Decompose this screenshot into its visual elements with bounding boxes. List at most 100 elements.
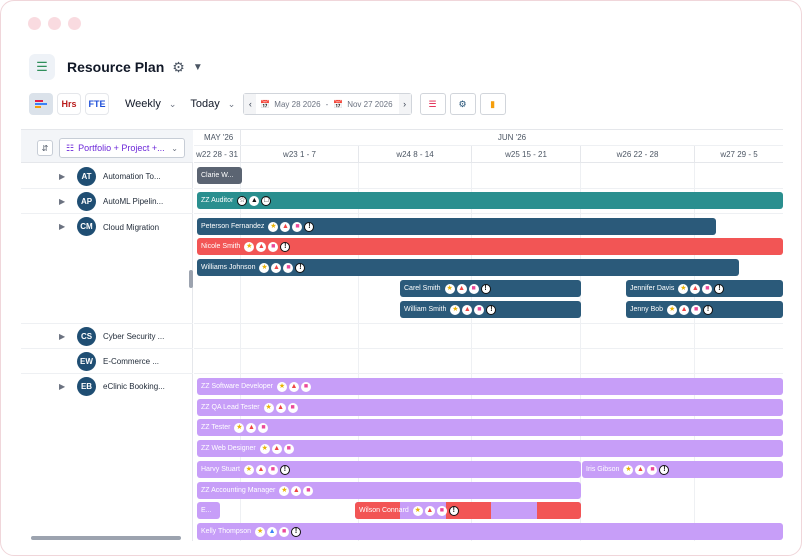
allocation-bar[interactable]: Harvy Stuart ★ ▲ ■ ! [197,461,581,478]
allocation-bar[interactable]: ZZ Auditor ☆ ▲ □ [197,192,783,209]
info-icon[interactable]: ! [486,304,497,315]
allocation-bar[interactable]: ZZ Software Developer ★ ▲ ■ [197,378,783,395]
square-icon: □ [261,195,272,206]
date-from[interactable]: May 28 2026 [274,99,321,109]
allocation-bar[interactable]: Iris Gibson ★ ▲ ■ ! [582,461,783,478]
info-icon[interactable]: ! [295,262,306,273]
info-icon[interactable]: ! [659,464,670,475]
expand-icon[interactable]: ▶ [59,171,66,181]
bar-label: Harvy Stuart [201,466,240,473]
allocation-bar[interactable]: ZZ Web Designer ★ ▲ ■ [197,440,783,457]
scale-select[interactable]: Weekly ⌄ [121,93,180,115]
project-row[interactable]: ▶ EB eClinic Booking... [21,374,193,399]
allocation-bar[interactable]: Nicole Smith ★ ▲ ■ ! [197,238,783,255]
triangle-icon: ▲ [456,283,467,294]
expand-icon[interactable]: ▶ [59,331,66,341]
gear-icon[interactable]: ⚙ [172,58,185,75]
today-label: Today [190,98,220,110]
star-icon: ★ [243,464,254,475]
resource-settings-icon[interactable]: ⚙ [449,93,476,115]
allocation-bar[interactable]: ZZ Tester ★ ▲ ■ [197,419,783,436]
avatar: CS [77,326,96,346]
info-icon[interactable]: ! [291,526,302,537]
info-icon[interactable]: ! [448,505,459,516]
allocation-bar[interactable]: Jenny Bob ★ ▲ ■ ! [626,301,783,318]
settings-bars-icon[interactable]: ☰ [419,93,446,115]
next-range-button[interactable]: › [398,94,411,114]
expand-icon[interactable]: ▶ [59,196,66,206]
allocation-bar[interactable]: E... [197,502,220,519]
info-icon[interactable]: ! [703,304,714,315]
report-icon[interactable]: ▮ [479,93,506,115]
window-dot-maximize[interactable] [68,17,81,30]
project-row[interactable]: ▶ CS Cyber Security ... [21,324,193,349]
expand-icon[interactable]: ▶ [59,222,66,231]
today-select[interactable]: Today ⌄ [186,93,239,115]
star-icon: ★ [259,262,270,273]
info-icon[interactable]: ! [279,464,290,475]
window-dot-minimize[interactable] [48,17,61,30]
grid-line [694,163,695,541]
triangle-icon: ▲ [288,381,299,392]
square-icon: ■ [267,464,278,475]
square-icon: ■ [283,443,294,454]
timeline: MAY '26 JUN '26 w22 28 - 31 w23 1 - 7 w2… [194,130,783,541]
project-row[interactable]: ▶ AP AutoML Pipelin... [21,189,193,214]
grid-line [471,163,472,541]
star-icon: ★ [450,304,461,315]
allocation-bar[interactable]: William Smith ★ ▲ ■ ! [400,301,581,318]
project-row[interactable]: EW E-Commerce ... [21,349,193,374]
calendar-icon: 📅 [260,99,271,109]
allocation-bar[interactable]: Williams Johnson ★ ▲ ■ ! [197,259,739,276]
chevron-down-icon[interactable]: ▼ [192,61,203,73]
project-name: AutoML Pipelin... [103,196,164,206]
info-icon[interactable]: ! [280,241,291,252]
allocation-bar[interactable]: Peterson Fernandez ★ ▲ ■ ! [197,218,716,235]
allocation-bar[interactable]: Jennifer Davis ★ ▲ ■ ! [626,280,783,297]
triangle-icon: ▲ [679,304,690,315]
info-icon[interactable]: ! [304,221,315,232]
week-cell[interactable]: w25 15 - 21 [471,146,580,162]
prev-range-button[interactable]: ‹ [244,94,257,114]
week-cell[interactable]: w24 8 - 14 [358,146,471,162]
project-row[interactable]: ▶ CM Cloud Migration [21,214,193,324]
info-icon[interactable]: ! [480,283,491,294]
grid-line [240,163,241,541]
allocation-bar[interactable]: Kelly Thompson ★ ▲ ■ ! [197,523,783,540]
allocation-bar[interactable]: Carel Smith ★ ▲ ■ ! [400,280,581,297]
window-dot-close[interactable] [28,17,41,30]
bar-label: ZZ QA Lead Tester [201,404,260,411]
allocation-bar[interactable]: Wilson Connard ★ ▲ ■ ! [355,502,581,519]
bars-icon [35,99,47,109]
week-cell[interactable]: w27 29 - 5 [694,146,783,162]
info-icon[interactable]: ! [714,283,725,294]
splitter-handle[interactable] [189,270,193,288]
row-divider [194,373,783,374]
triangle-icon: ▲ [256,241,267,252]
horizontal-scrollbar[interactable] [31,536,181,540]
date-to[interactable]: Nov 27 2026 [347,99,393,109]
bar-label: ZZ Accounting Manager [201,487,276,494]
star-icon: ★ [255,526,266,537]
gantt-view-button[interactable] [29,93,53,115]
avatar: EB [77,377,96,396]
star-icon: ★ [444,283,455,294]
week-cell[interactable]: w23 1 - 7 [240,146,358,162]
fte-view-button[interactable]: FTE [85,93,109,115]
allocation-bar[interactable]: ZZ QA Lead Tester ★ ▲ ■ [197,399,783,416]
grid-line [358,163,359,541]
triangle-icon: ▲ [280,221,291,232]
row-divider [194,323,783,324]
week-cell[interactable]: w22 28 - 31 [196,149,238,159]
star-icon: ★ [234,422,245,433]
allocation-bar[interactable]: ZZ Accounting Manager ★ ▲ ■ [197,482,581,499]
sort-icon[interactable]: ⇵ [37,140,53,156]
hours-view-button[interactable]: Hrs [57,93,81,115]
overallocation-segment [537,502,581,519]
project-row[interactable]: ▶ AT Automation To... [21,164,193,189]
group-by-select[interactable]: ☷ Portfolio + Project +... ⌄ [59,138,185,158]
date-range-picker[interactable]: ‹ 📅 May 28 2026 - 📅 Nov 27 2026 › [243,93,412,115]
expand-icon[interactable]: ▶ [59,382,66,391]
week-cell[interactable]: w26 22 - 28 [580,146,694,162]
allocation-bar[interactable]: Clarie W... [197,167,242,184]
